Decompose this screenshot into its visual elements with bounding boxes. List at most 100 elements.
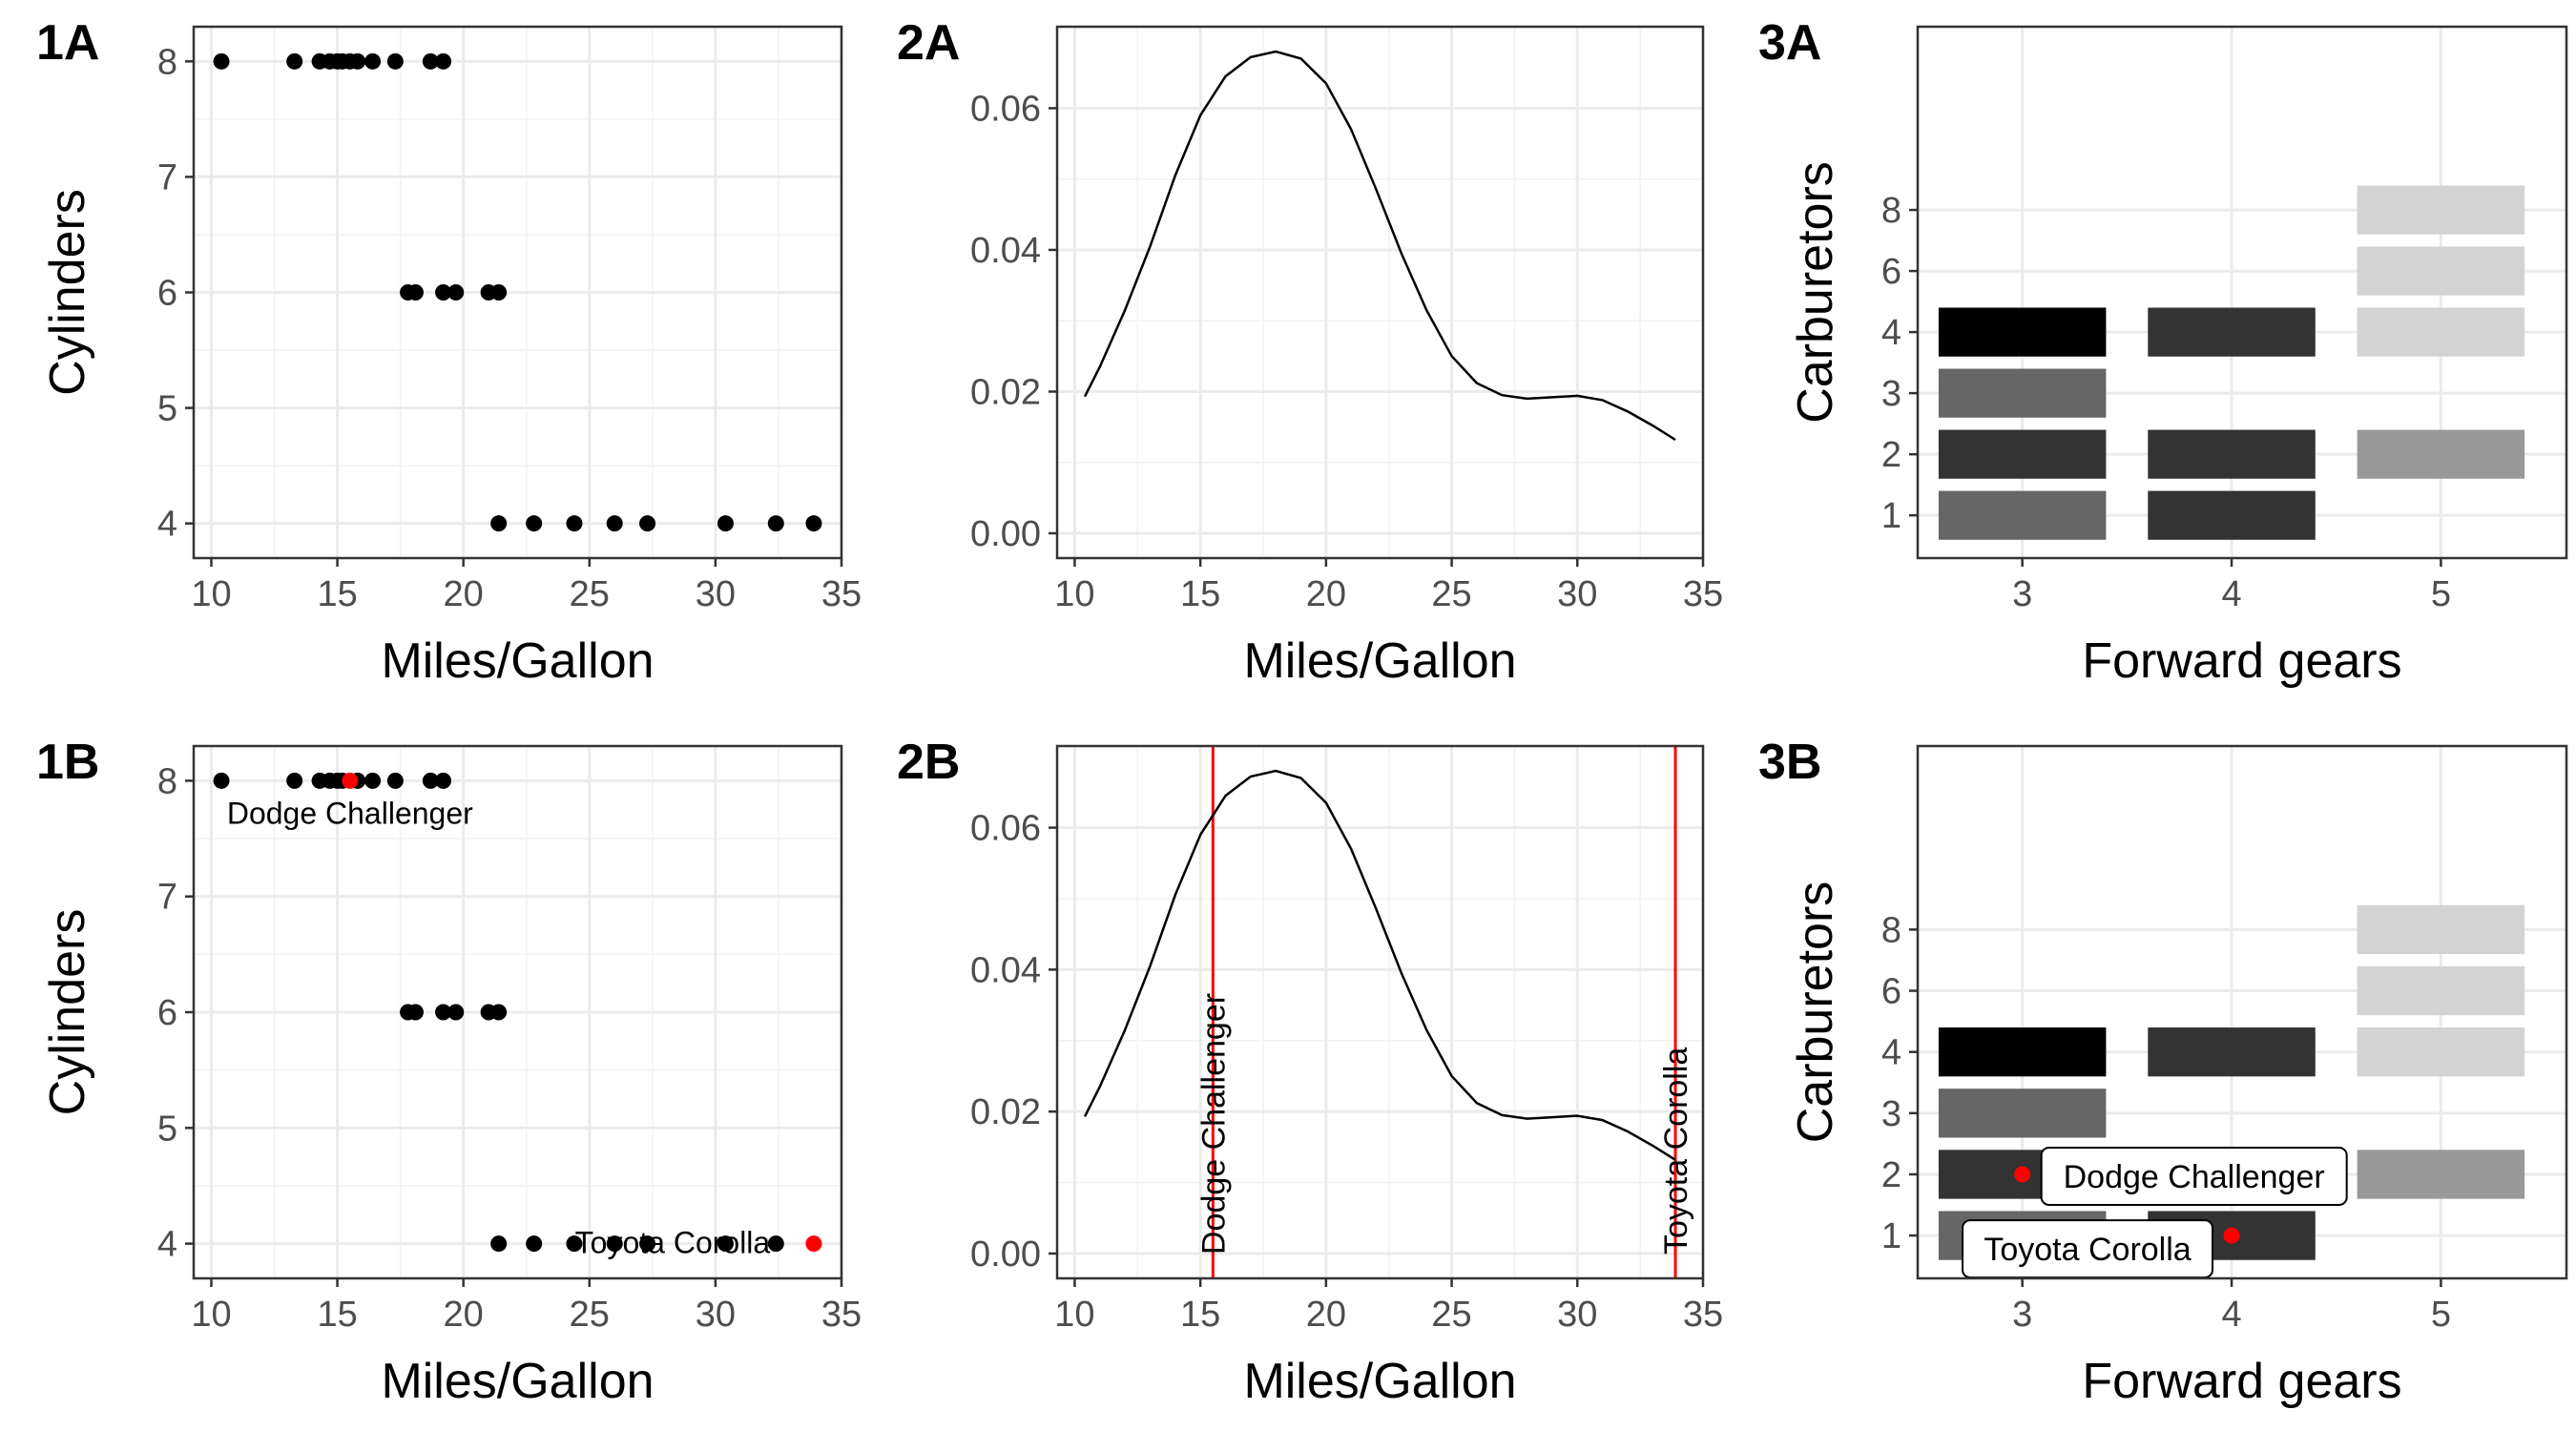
x-tick-label: 5 xyxy=(2431,1295,2451,1335)
data-point xyxy=(286,772,303,789)
data-point xyxy=(717,515,734,532)
y-tick-label: 4 xyxy=(157,1225,177,1265)
x-axis: 10 15 20 25 30 35 xyxy=(191,1278,862,1335)
panel-border xyxy=(1916,25,2568,560)
x-tick-label: 15 xyxy=(1180,1295,1220,1335)
plot-background xyxy=(1057,27,1703,558)
data-point xyxy=(566,515,583,532)
y-tick-label: 5 xyxy=(157,1109,177,1149)
y-axis-title: Cylinders xyxy=(40,189,95,396)
y-tick-label: 0.04 xyxy=(970,950,1041,990)
x-tick-label: 4 xyxy=(2221,574,2241,614)
y-tick-label: 2 xyxy=(1881,435,1901,475)
label-box xyxy=(2040,1146,2348,1206)
x-tick-label: 20 xyxy=(1306,1295,1346,1335)
x-tick-label: 4 xyxy=(2221,1295,2241,1335)
data-point xyxy=(422,52,439,70)
y-tick-label: 0.00 xyxy=(970,514,1041,554)
highlighted-point xyxy=(2014,1166,2031,1183)
y-tick-label: 8 xyxy=(1881,910,1901,950)
panel-1a: 10 15 20 25 30 35 4 5 6 7 8 Miles/Gallon Cylinders 1A xyxy=(36,15,862,689)
x-tick-label: 5 xyxy=(2431,574,2451,614)
data-point xyxy=(526,1235,543,1253)
panel-tag: 1A xyxy=(36,15,99,71)
x-tick-label: 15 xyxy=(317,574,357,614)
x-tick-label: 3 xyxy=(2012,574,2032,614)
tile xyxy=(2357,307,2525,357)
y-axis: 4 5 6 7 8 xyxy=(157,761,194,1265)
data-point xyxy=(406,1004,424,1021)
data-point xyxy=(490,1235,508,1253)
data-point xyxy=(490,284,508,301)
tile xyxy=(1938,307,2107,357)
y-tick-label: 4 xyxy=(157,505,177,545)
x-axis-title: Miles/Gallon xyxy=(381,633,654,689)
y-tick-label: 0.02 xyxy=(970,372,1041,412)
y-tick-label: 8 xyxy=(157,42,177,82)
x-tick-label: 25 xyxy=(570,1295,610,1335)
panel-border xyxy=(1055,744,1705,1280)
reference-line-label: Toyota Corolla xyxy=(1658,1047,1694,1255)
tile xyxy=(1938,490,2107,540)
data-point xyxy=(435,1004,452,1021)
x-tick-label: 10 xyxy=(191,574,231,614)
data-point xyxy=(639,515,656,532)
tile xyxy=(2357,965,2525,1016)
y-tick-label: 7 xyxy=(157,878,177,918)
x-axis: 10 15 20 25 30 35 xyxy=(1054,558,1723,614)
tile xyxy=(2357,429,2525,479)
panel-tag: 3A xyxy=(1758,15,1821,71)
y-axis: 4 5 6 7 8 xyxy=(157,42,194,545)
tile xyxy=(2357,246,2525,296)
y-tick-label: 8 xyxy=(157,761,177,801)
y-tick-label: 0.06 xyxy=(970,89,1041,129)
x-tick-label: 35 xyxy=(821,1295,862,1335)
panel-3a: 3 4 5 1 2 3 4 6 8 Forward gears Carburetors 3A xyxy=(1758,15,2568,689)
data-point xyxy=(213,52,230,70)
x-tick-label: 20 xyxy=(444,574,484,614)
y-tick-label: 6 xyxy=(157,993,177,1033)
y-axis: 1 2 3 4 6 8 xyxy=(1881,910,1918,1256)
x-tick-label: 15 xyxy=(317,1295,357,1335)
x-tick-label: 25 xyxy=(1431,574,1471,614)
y-axis: 0.00 0.02 0.04 0.06 xyxy=(970,809,1057,1275)
highlighted-point xyxy=(342,772,359,789)
y-tick-label: 3 xyxy=(1881,1094,1901,1134)
panel-2a: 10 15 20 25 30 35 0.00 0.02 0.04 0.06 Miles/Gallon… xyxy=(897,15,1723,689)
panel-border xyxy=(1916,744,2568,1280)
data-point xyxy=(422,772,439,789)
panel-border xyxy=(1055,25,1705,560)
data-point xyxy=(386,772,404,789)
data-point xyxy=(566,1235,583,1253)
y-tick-label: 6 xyxy=(1881,972,1901,1012)
data-point xyxy=(406,284,424,301)
x-axis: 10 15 20 25 30 35 xyxy=(1054,1278,1723,1335)
data-point xyxy=(639,1235,656,1253)
panel-tag: 1B xyxy=(36,735,99,790)
y-tick-label: 2 xyxy=(1881,1155,1901,1195)
panel-tag: 2A xyxy=(897,15,960,71)
point-label: Toyota Corolla xyxy=(575,1226,771,1260)
x-tick-label: 10 xyxy=(1054,574,1094,614)
data-point xyxy=(447,284,465,301)
reference-line-label: Dodge Challenger xyxy=(1195,993,1232,1255)
y-tick-label: 6 xyxy=(157,274,177,314)
highlighted-point xyxy=(2223,1227,2240,1244)
data-point xyxy=(286,52,303,70)
x-tick-label: 30 xyxy=(1557,1295,1597,1335)
y-axis-title: Carburetors xyxy=(1788,161,1843,424)
tile xyxy=(1938,429,2107,479)
point-label: Dodge Challenger xyxy=(2064,1159,2325,1195)
x-tick-label: 25 xyxy=(570,574,610,614)
points xyxy=(213,52,822,532)
points xyxy=(213,772,822,1253)
y-tick-label: 0.00 xyxy=(970,1234,1041,1275)
tile xyxy=(2357,904,2525,955)
data-point xyxy=(435,284,452,301)
plot-background xyxy=(1057,746,1703,1278)
panel-tag: 3B xyxy=(1758,735,1821,790)
data-point xyxy=(386,52,404,70)
y-tick-label: 4 xyxy=(1881,1033,1901,1073)
y-axis-title: Cylinders xyxy=(40,909,95,1116)
